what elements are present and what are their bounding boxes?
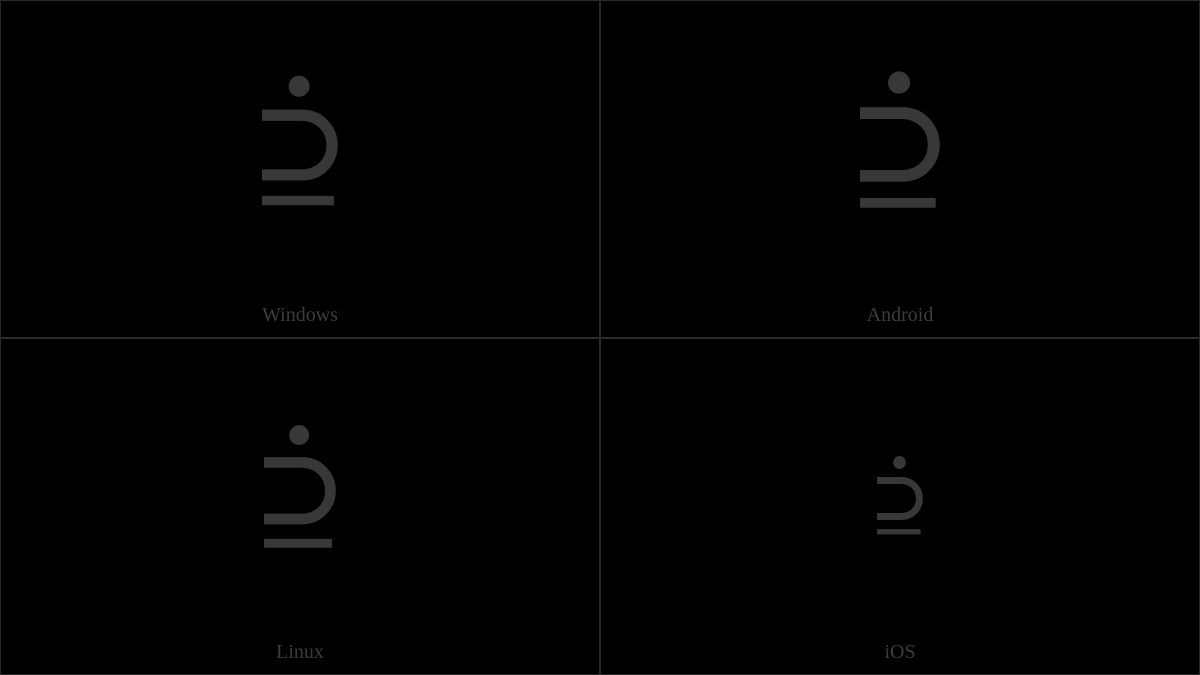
panel-windows: ⫄ Windows xyxy=(0,0,600,338)
panel-label-ios: iOS xyxy=(601,641,1199,664)
glyph-container: ⫄ xyxy=(601,339,1199,675)
panel-label-linux: Linux xyxy=(1,641,599,664)
glyph-linux: ⫄ xyxy=(260,406,339,586)
glyph-container: ⫄ xyxy=(601,1,1199,337)
glyph-container: ⫄ xyxy=(1,339,599,675)
glyph-ios: ⫄ xyxy=(875,444,926,559)
panel-ios: ⫄ iOS xyxy=(600,338,1200,675)
glyph-container: ⫄ xyxy=(1,1,599,337)
glyph-android: ⫄ xyxy=(856,51,944,251)
panel-android: ⫄ Android xyxy=(600,0,1200,338)
panel-linux: ⫄ Linux xyxy=(0,338,600,675)
panel-label-windows: Windows xyxy=(1,304,599,327)
glyph-comparison-grid: ⫄ Windows ⫄ Android ⫄ Linux ⫄ iOS xyxy=(0,0,1200,675)
glyph-windows: ⫄ xyxy=(258,56,342,246)
panel-label-android: Android xyxy=(601,304,1199,327)
